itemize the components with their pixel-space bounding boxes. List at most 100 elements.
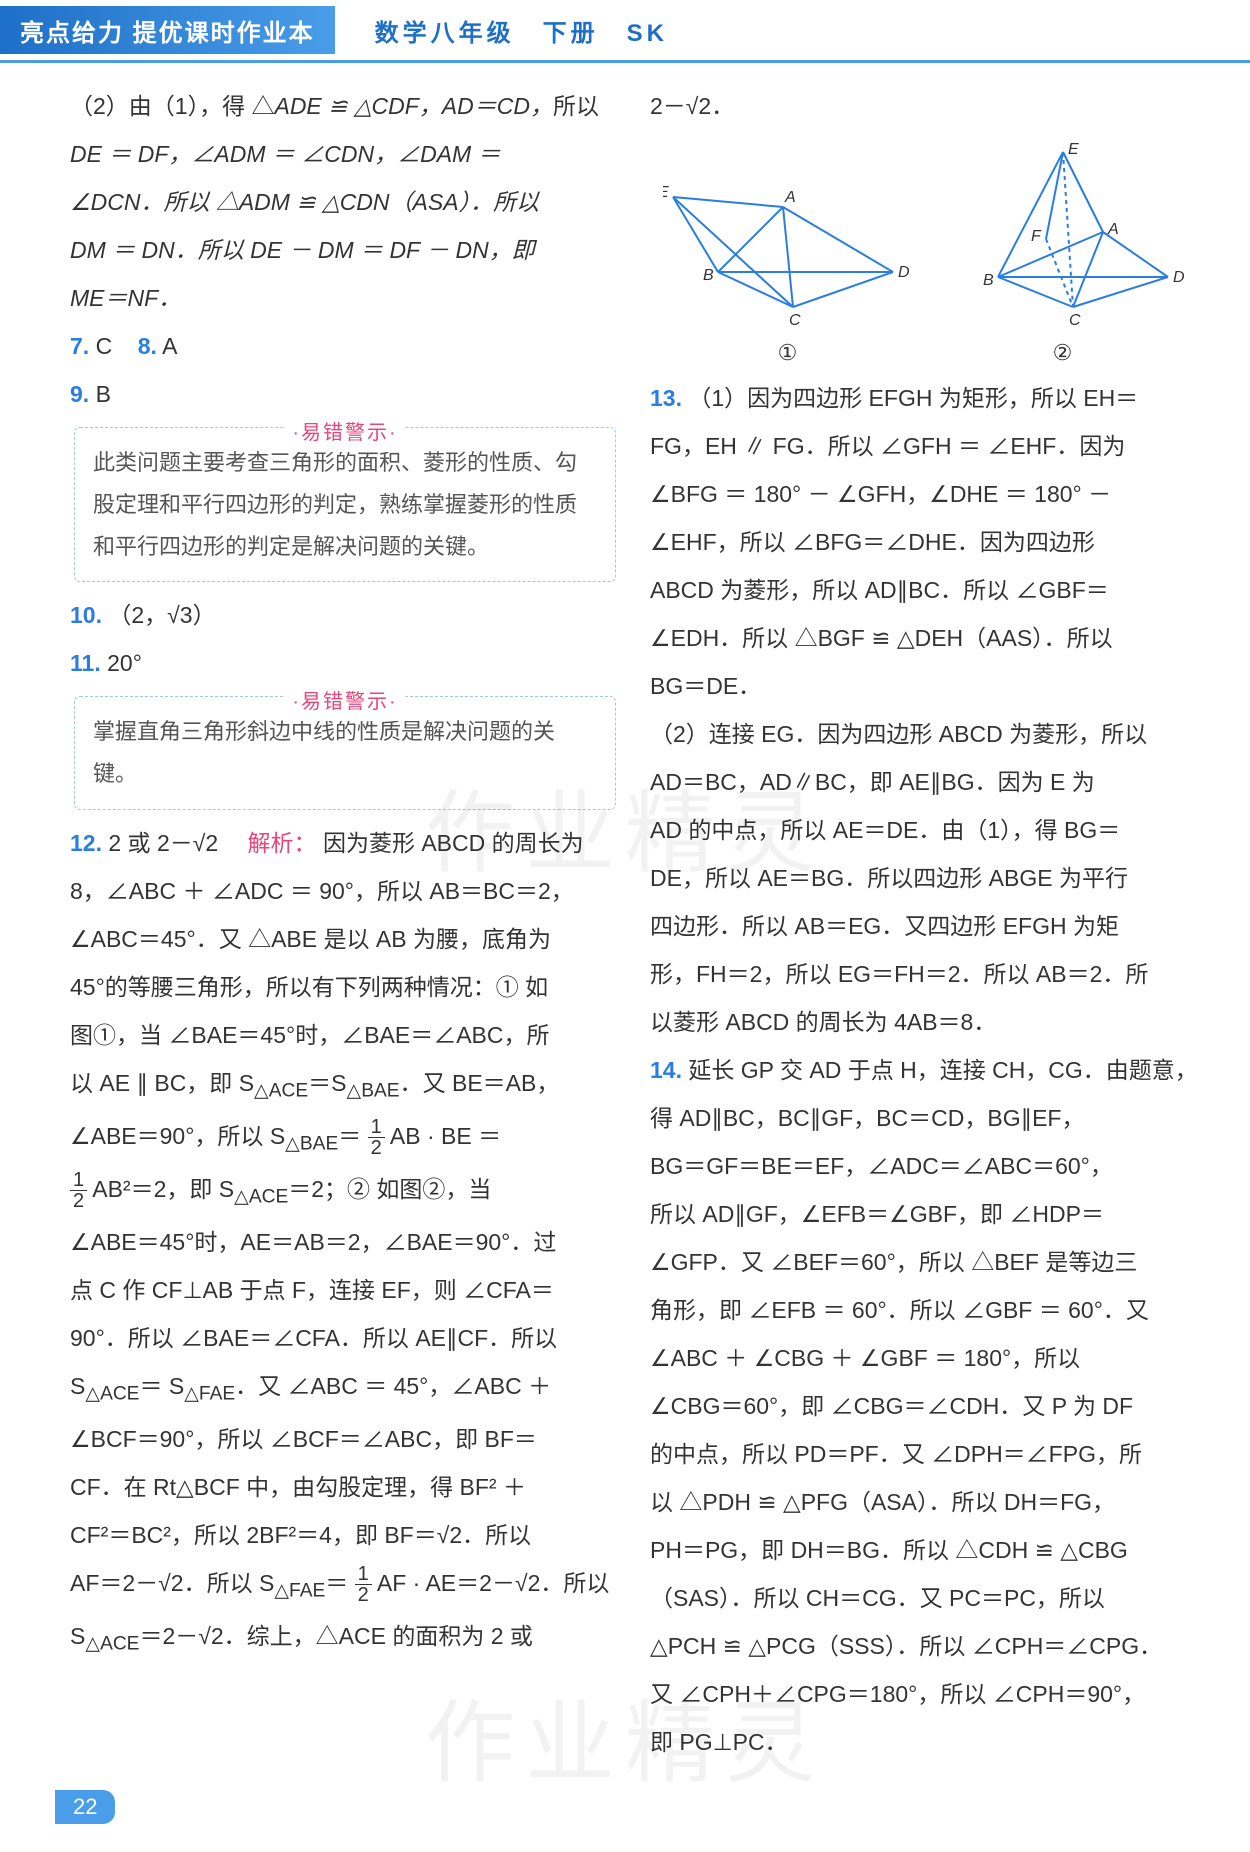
solution-text: ABCD 为菱形，所以 AD∥BC．所以 ∠GBF＝ [650,567,1200,613]
diagram-label: ② [938,331,1188,375]
fraction: 12 [355,1564,372,1605]
solution-text: ME＝NF． [70,275,620,321]
solution-text: S△ACE＝ S△FAE．又 ∠ABC ＝ 45°，∠ABC ＋ [70,1363,620,1414]
svg-text:B: B [983,272,994,289]
solution-text: 12 AB²＝2，即 S△ACE＝2；② 如图②，当 [70,1166,620,1217]
text: ADE ≌ △CDF，AD＝CD， [274,93,552,119]
svg-text:A: A [784,189,796,206]
solution-text: ∠ABE＝45°时，AE＝AB＝2，∠BAE＝90°．过 [70,1219,620,1265]
text: ．又 ∠ABC ＝ 45°，∠ABC ＋ [235,1373,551,1399]
solution-text: ∠BCF＝90°，所以 ∠BCF＝∠ABC，即 BF＝ [70,1416,620,1462]
text: 所以 [553,93,599,119]
question-number: 13. [650,385,682,411]
tip-box: ·易错警示· 掌握直角三角形斜边中线的性质是解决问题的关键。 [74,696,616,810]
solution-text: 以菱形 ABCD 的周长为 4AB＝8． [650,999,1200,1045]
solution-text: 点 C 作 CF⊥AB 于点 F，连接 EF，则 ∠CFA＝ [70,1267,620,1313]
svg-text:C: C [789,312,801,327]
solution-text: ∠DCN．所以 △ADM ≌ △CDN（ASA）．所以 [70,179,620,225]
solution-text: 即 PG⊥PC． [650,1719,1200,1765]
text: ∠DCN．所以 △ADM ≌ △CDN（ASA）．所以 [70,189,539,215]
answer-row: 10. （2，√3） [70,592,620,638]
header-title-right: 数学八年级 下册 SK [335,13,668,48]
text: 延长 GP 交 AD 于点 H，连接 CH，CG．由题意， [688,1057,1197,1083]
solution-text: 图①，当 ∠BAE＝45°时，∠BAE＝∠ABC，所 [70,1012,620,1058]
solution-text: 又 ∠CPH＋∠CPG＝180°，所以 ∠CPH＝90°， [650,1671,1200,1717]
solution-text: BG＝DE． [650,663,1200,709]
solution-text: （SAS）．所以 CH＝CG．又 PC＝PC，所以 [650,1575,1200,1621]
text: ∠ABE＝90°，所以 S [70,1123,285,1149]
subscript: △ACE [234,1186,288,1207]
svg-text:C: C [1069,312,1081,327]
text: ．又 BE＝AB， [400,1070,560,1096]
text: 以 AE ∥ BC，即 S [70,1070,254,1096]
solution-text: DE，所以 AE＝BG．所以四边形 ABGE 为平行 [650,855,1200,901]
text: DE ＝ DF，∠ADM ＝ ∠CDN，∠DAM ＝ [70,141,501,167]
subscript: △BAE [347,1081,400,1102]
solution-text: PH＝PG，即 DH＝BG．所以 △CDH ≌ △CBG [650,1527,1200,1573]
diagram-row: EABCD EABCDF [650,137,1200,327]
answer-text: B [96,381,111,407]
subscript: △FAE [274,1580,325,1601]
text: ＝S [308,1070,346,1096]
solution-text: ∠ABC＝45°．又 △ABE 是以 AB 为腰，底角为 [70,916,620,962]
solution-text: 的中点，所以 PD＝PF．又 ∠DPH＝∠FPG，所 [650,1431,1200,1477]
answer-row: 7. C 8. A [70,323,620,369]
solution-text: 2－√2． [650,83,1200,129]
solution-text: CF．在 Rt△BCF 中，由勾股定理，得 BF² ＋ [70,1464,620,1510]
left-column: （2）由（1），得 △ADE ≌ △CDF，AD＝CD，所以 DE ＝ DF，∠… [70,83,620,1767]
text: S [70,1623,85,1649]
svg-text:D: D [898,264,910,281]
solution-text: S△ACE＝2－√2．综上，△ACE 的面积为 2 或 [70,1613,620,1664]
analysis-label: 解析： [248,830,317,856]
question-number: 12. [70,830,102,856]
geometry-diagram-1: E A B C D [663,137,913,327]
solution-text: BG＝GF＝BE＝EF，∠ADC＝∠ABC＝60°， [650,1143,1200,1189]
header-title-left: 亮点给力 提优课时作业本 [0,6,335,54]
text: AB · BE ＝ [390,1123,501,1149]
answer-text: 20° [107,650,142,676]
solution-text: ∠CBG＝60°，即 ∠CBG＝∠CDH．又 P 为 DF [650,1383,1200,1429]
question-number: 7. [70,333,89,359]
page-header: 亮点给力 提优课时作业本 数学八年级 下册 SK [0,0,1250,60]
svg-text:B: B [703,267,714,284]
text: ＝2－√2．综上，△ACE 的面积为 2 或 [139,1623,532,1649]
question-number: 8. [138,333,157,359]
svg-text:D: D [1173,269,1185,286]
text: AF · AE＝2－√2．所以 [377,1570,609,1596]
question-number: 10. [70,602,102,628]
text: ＝ [338,1123,361,1149]
subscript: △FAE [184,1383,235,1404]
page: 亮点给力 提优课时作业本 数学八年级 下册 SK 作业精灵 作业精灵 （2）由（… [0,0,1250,1852]
solution-text: 角形，即 ∠EFB ＝ 60°．所以 ∠GBF ＝ 60°．又 [650,1287,1200,1333]
solution-text: 所以 AD∥GF，∠EFB＝∠GBF，即 ∠HDP＝ [650,1191,1200,1237]
solution-text: ∠EDH．所以 △BGF ≌ △DEH（AAS）．所以 [650,615,1200,661]
solution-text: ∠BFG ＝ 180° － ∠GFH，∠DHE ＝ 180° － [650,471,1200,517]
answer-text: （2，√3） [108,602,215,628]
solution-text: ∠GFP．又 ∠BEF＝60°，所以 △BEF 是等边三 [650,1239,1200,1285]
question-number: 14. [650,1057,682,1083]
right-column: 2－√2． EABCD EABCDF ① ② 13. （1）因为四边形 EFGH… [650,83,1200,1767]
solution-text: △PCH ≌ △PCG（SSS）．所以 ∠CPH＝∠CPG． [650,1623,1200,1669]
text: ＝ S [139,1373,184,1399]
solution-text: （2）连接 EG．因为四边形 ABCD 为菱形，所以 [650,711,1200,757]
solution-text: DM ＝ DN．所以 DE － DM ＝ DF － DN，即 [70,227,620,273]
text: ＝ [325,1570,348,1596]
fraction: 12 [70,1170,87,1211]
tip-content: 此类问题主要考查三角形的面积、菱形的性质、勾股定理和平行四边形的判定，熟练掌握菱… [93,442,597,567]
diagram-label: ① [663,331,913,375]
svg-text:E: E [663,184,669,201]
solution-text: FG，EH ∥ FG．所以 ∠GFH ＝ ∠EHF．因为 [650,423,1200,469]
solution-text: ∠ABE＝90°，所以 S△BAE＝ 12 AB · BE ＝ [70,1113,620,1164]
text: （1）因为四边形 EFGH 为矩形，所以 EH＝ [688,385,1138,411]
solution-text: 得 AD∥BC，BC∥GF，BC＝CD，BG∥EF， [650,1095,1200,1141]
page-number: 22 [55,1790,115,1824]
text: ME＝NF． [70,285,181,311]
tip-box: ·易错警示· 此类问题主要考查三角形的面积、菱形的性质、勾股定理和平行四边形的判… [74,427,616,582]
text: ＝2；② 如图②，当 [288,1176,491,1202]
subscript: △ACE [254,1081,308,1102]
solution-text: （2）由（1），得 △ADE ≌ △CDF，AD＝CD，所以 [70,83,620,129]
answer-text: C [96,333,113,359]
solution-text: CF²＝BC²，所以 2BF²＝4，即 BF＝√2．所以 [70,1512,620,1558]
tip-content: 掌握直角三角形斜边中线的性质是解决问题的关键。 [93,711,597,795]
answer-row: 12. 2 或 2－√2 解析： 因为菱形 ABCD 的周长为 [70,820,620,866]
